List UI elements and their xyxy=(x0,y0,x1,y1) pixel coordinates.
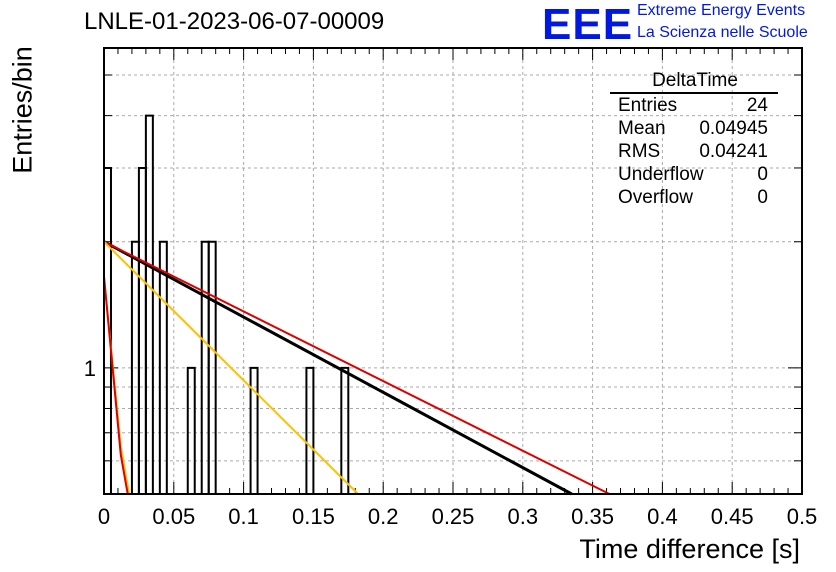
stats-label: Entries xyxy=(618,95,678,116)
x-tick-label: 0.3 xyxy=(508,504,539,529)
x-tick-label: 0.45 xyxy=(711,504,754,529)
eee-logo: EEE xyxy=(542,0,634,49)
histogram-bar xyxy=(158,240,168,494)
x-tick-label: 0.05 xyxy=(152,504,195,529)
stats-value: 0 xyxy=(757,187,768,208)
stats-label: Mean xyxy=(618,118,666,139)
stats-value: 0.04241 xyxy=(699,141,768,162)
fit-line xyxy=(103,240,610,495)
histogram-bar xyxy=(340,366,350,494)
stats-box: DeltaTime Entries 24 Mean 0.04945 RMS 0.… xyxy=(610,70,780,209)
stats-label: Overflow xyxy=(618,187,693,208)
x-tick-label: 0.35 xyxy=(571,504,614,529)
logo-line-1: Extreme Energy Events xyxy=(637,2,806,19)
stats-label: Underflow xyxy=(618,164,704,185)
histogram-bar xyxy=(249,366,259,494)
x-tick-label: 0.4 xyxy=(647,504,678,529)
fit-line xyxy=(103,240,573,496)
stats-row-entries: Entries 24 xyxy=(610,94,780,117)
histogram-bar xyxy=(305,366,315,494)
stats-value: 0 xyxy=(757,164,768,185)
x-tick-label: 0.15 xyxy=(292,504,335,529)
x-axis-label: Time difference [s] xyxy=(579,534,800,564)
x-tick-labels: 0 0.05 0.1 0.15 0.2 0.25 0.3 0.35 0.4 0.45 0.5 xyxy=(98,504,817,529)
fit-line xyxy=(103,240,359,495)
histogram-bar xyxy=(207,240,217,494)
histogram-bar xyxy=(137,166,147,494)
stats-divider xyxy=(610,92,778,94)
fit-lines xyxy=(103,240,610,496)
stats-value: 24 xyxy=(746,95,768,116)
histogram xyxy=(103,114,350,494)
logo-line-2: La Scienza nelle Scuole xyxy=(637,24,808,41)
fit-line xyxy=(103,276,129,495)
y-axis-label-box: Entries/bin xyxy=(8,40,38,180)
stats-row-underflow: Underflow 0 xyxy=(610,163,780,186)
plot-frame xyxy=(103,47,803,495)
x-tick-label: 0.25 xyxy=(432,504,475,529)
stats-value: 0.04945 xyxy=(699,118,768,139)
x-tick-label: 0 xyxy=(98,504,110,529)
x-tick-label: 0.5 xyxy=(787,504,818,529)
histogram-bar xyxy=(144,114,154,494)
stats-row-mean: Mean 0.04945 xyxy=(610,117,780,140)
histogram-bar xyxy=(186,366,196,494)
stats-label: RMS xyxy=(618,141,661,162)
stats-title: DeltaTime xyxy=(652,70,738,91)
y-tick-label: 1 xyxy=(84,356,96,381)
chart-title: LNLE-01-2023-06-07-00009 xyxy=(84,8,385,35)
stats-row-rms: RMS 0.04241 xyxy=(610,140,780,163)
y-axis-label: Entries/bin xyxy=(7,46,38,174)
y-tick-labels: 1 xyxy=(84,356,96,381)
x-tick-label: 0.1 xyxy=(228,504,259,529)
stats-row-overflow: Overflow 0 xyxy=(610,186,780,209)
x-tick-label: 0.2 xyxy=(368,504,399,529)
grid-lines xyxy=(104,48,802,494)
